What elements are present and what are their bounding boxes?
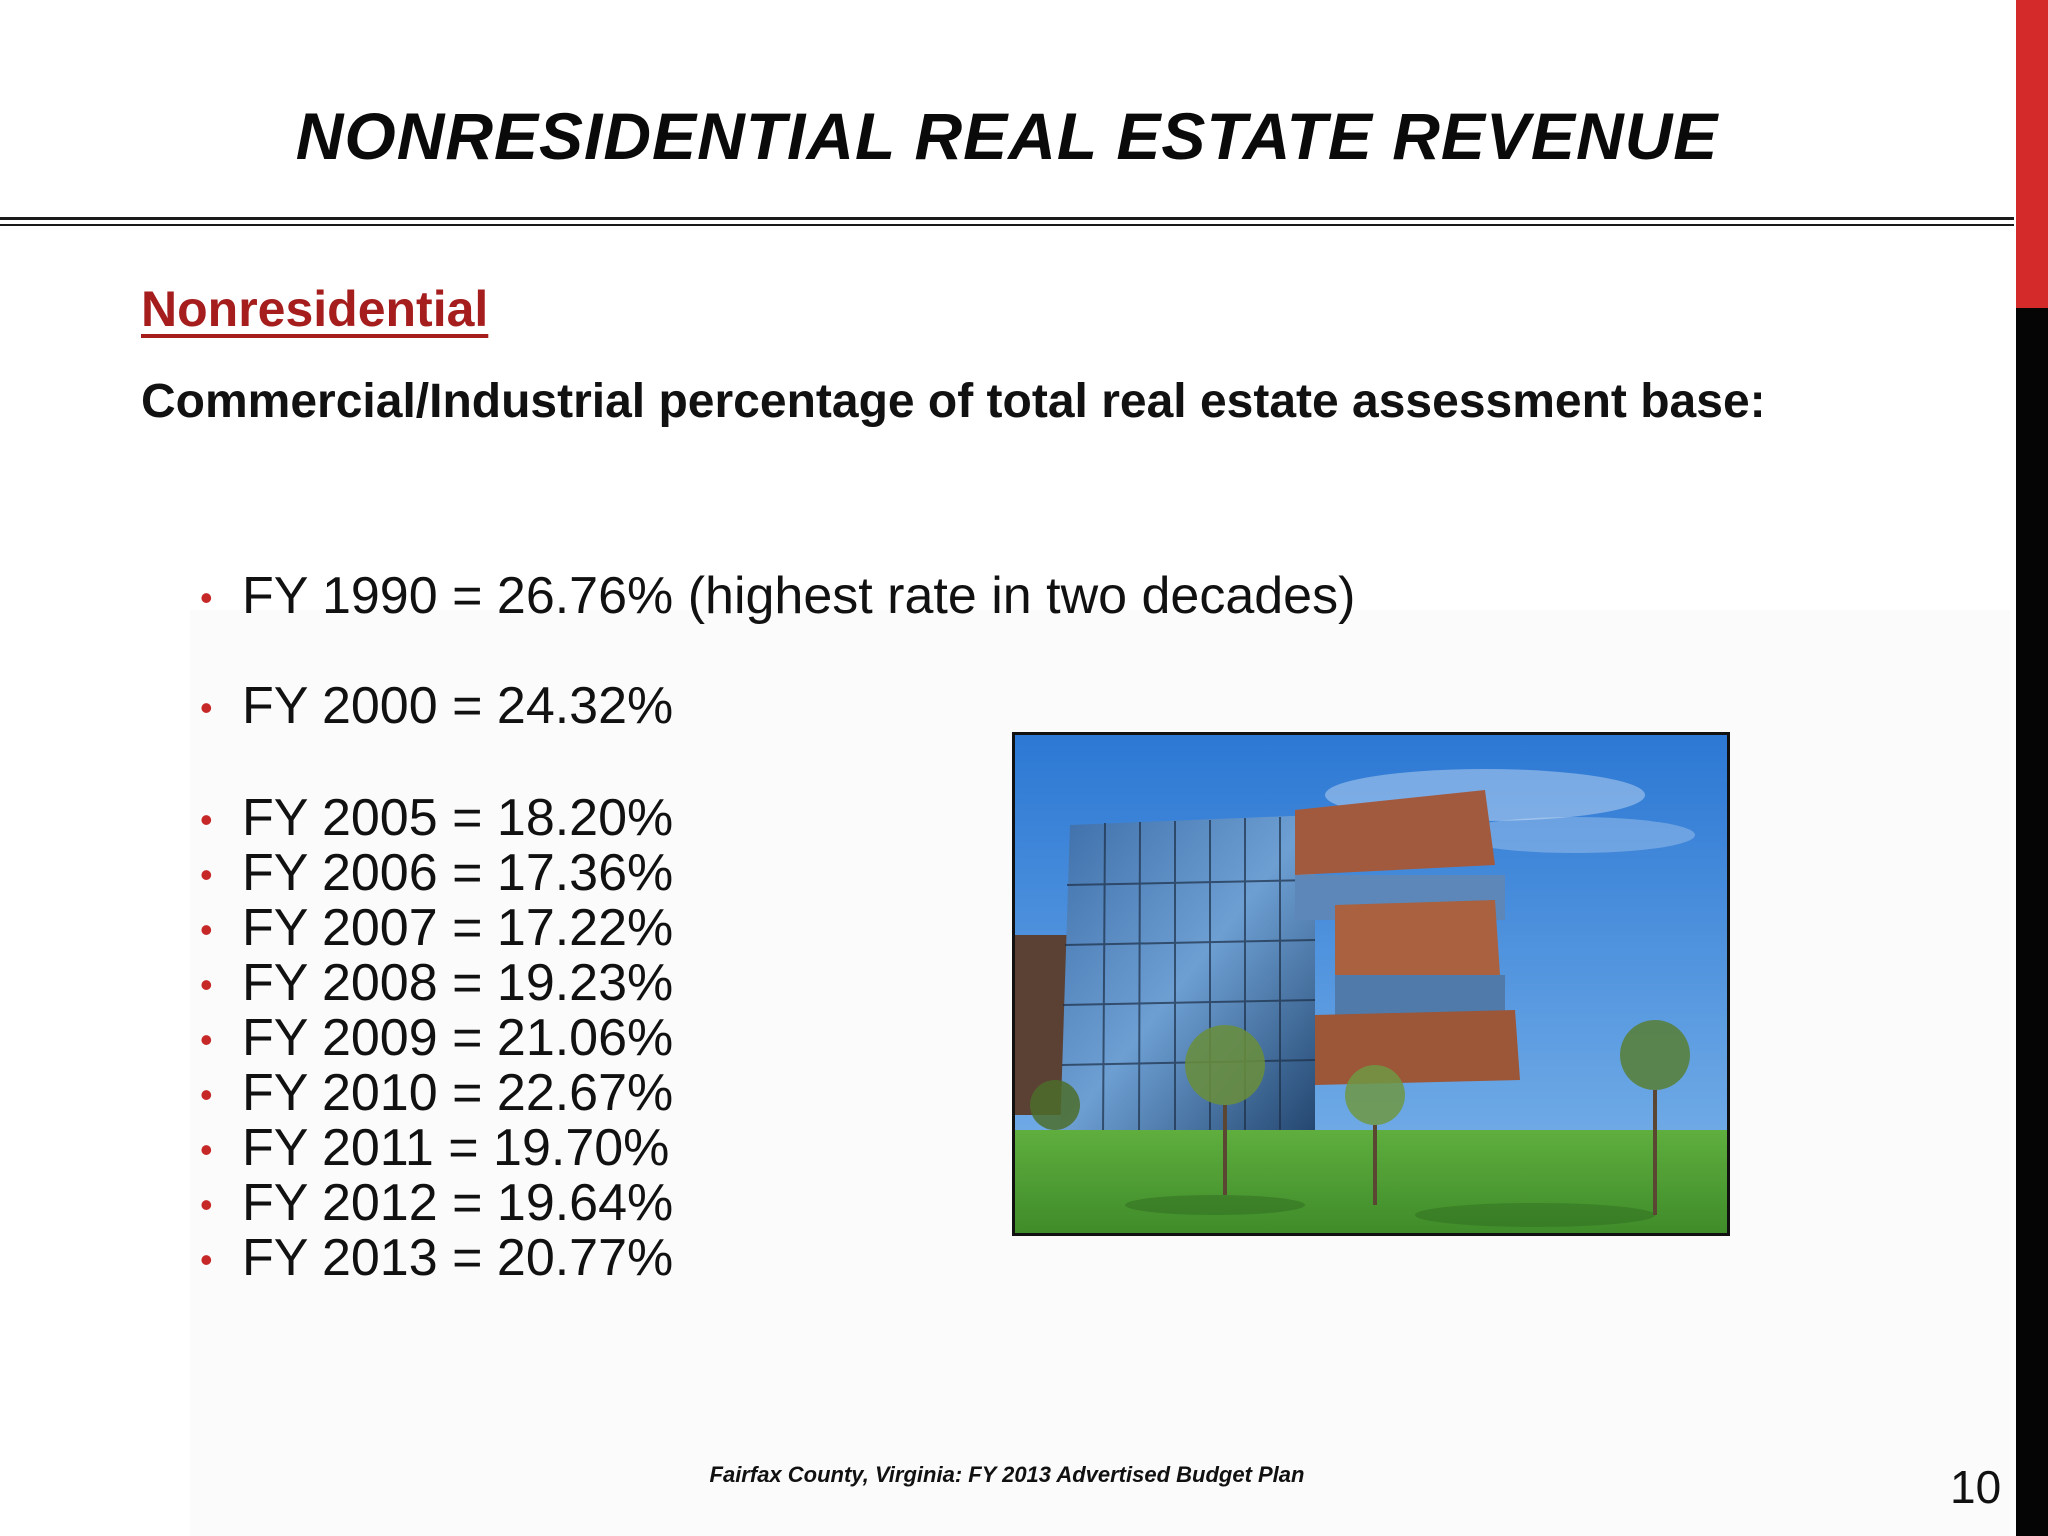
bullet-icon: •	[200, 1019, 213, 1060]
bullet-text: FY 2005 = 18.20%	[242, 789, 674, 847]
bullet-icon: •	[200, 1184, 213, 1225]
bullet-text: FY 2006 = 17.36%	[242, 844, 674, 902]
office-building-photo	[1012, 732, 1730, 1236]
bullet-text: FY 2012 = 19.64%	[242, 1174, 674, 1232]
bullet-text: FY 1990 = 26.76% (highest rate in two de…	[242, 567, 1356, 625]
bullet-icon: •	[200, 577, 213, 618]
bullet-icon: •	[200, 1129, 213, 1170]
section-label: Nonresidential	[141, 281, 489, 337]
side-accent-red	[2016, 0, 2048, 308]
bullet-icon: •	[200, 854, 213, 895]
bullet-text: FY 2000 = 24.32%	[242, 677, 674, 735]
bullet-icon: •	[200, 909, 213, 950]
bullet-text: FY 2008 = 19.23%	[242, 954, 674, 1012]
intro-text: Commercial/Industrial percentage of tota…	[141, 375, 1766, 428]
bullet-text: FY 2007 = 17.22%	[242, 899, 674, 957]
title-divider-top	[0, 217, 2014, 220]
footer-citation: Fairfax County, Virginia: FY 2013 Advert…	[709, 1462, 1305, 1487]
bullet-text: FY 2011 = 19.70%	[242, 1119, 670, 1177]
bullet-icon: •	[200, 687, 213, 728]
bullet-icon: •	[200, 1074, 213, 1115]
bullet-icon: •	[200, 1239, 213, 1280]
bullet-text: FY 2013 = 20.77%	[242, 1229, 674, 1287]
page-number: 10	[1950, 1461, 2002, 1513]
bullet-text: FY 2009 = 21.06%	[242, 1009, 674, 1067]
title-divider-bottom	[0, 224, 2014, 226]
bullet-icon: •	[200, 964, 213, 1005]
slide-title: NONRESIDENTIAL REAL ESTATE REVENUE	[295, 99, 1719, 173]
side-accent-black	[2016, 308, 2048, 1536]
bullet-text: FY 2010 = 22.67%	[242, 1064, 674, 1122]
bullet-icon: •	[200, 799, 213, 840]
